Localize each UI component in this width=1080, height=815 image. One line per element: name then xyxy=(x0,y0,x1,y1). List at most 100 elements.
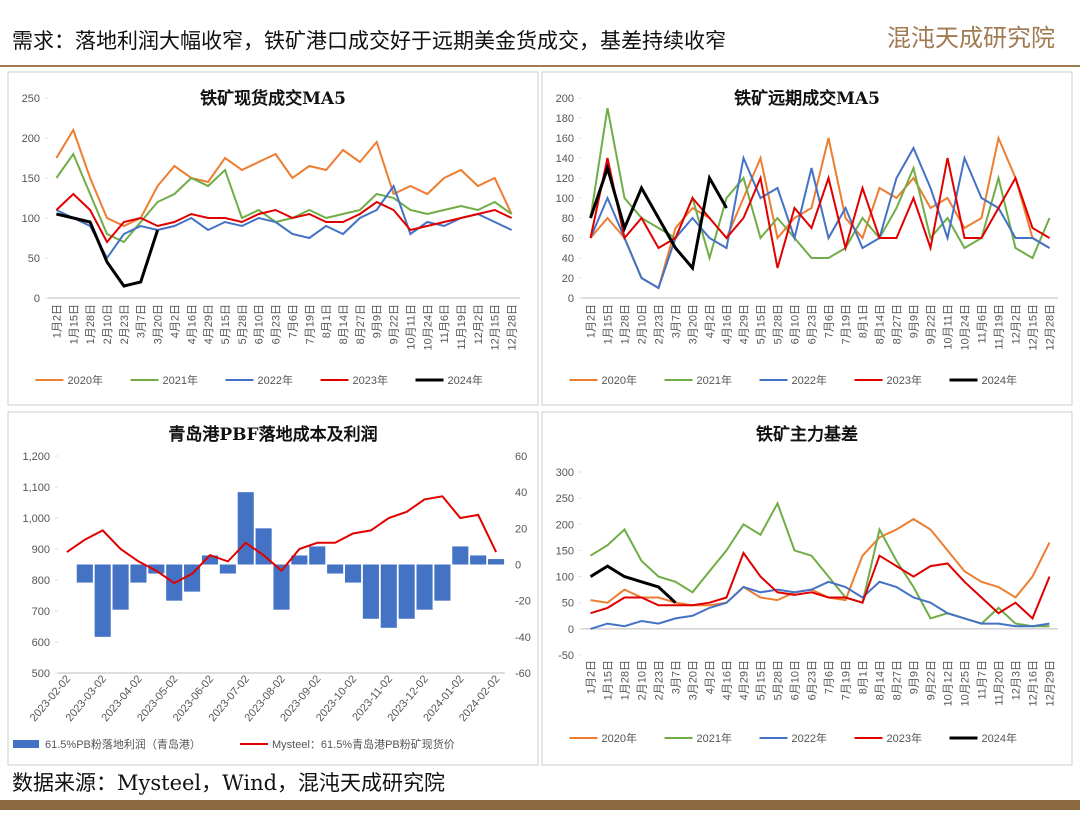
x-tick-label: 12月15日 xyxy=(490,304,502,350)
bar xyxy=(148,564,165,574)
y-tick-label: 200 xyxy=(22,133,40,145)
chart-title: 铁矿现货成交MA5 xyxy=(200,88,346,109)
y-tick-label: 800 xyxy=(32,575,50,587)
x-tick-label: 3月7日 xyxy=(671,304,683,338)
x-tick-label: 4月2日 xyxy=(705,660,717,694)
y-tick-label: 80 xyxy=(562,213,574,225)
legend-label: 2022年 xyxy=(792,731,827,745)
x-tick-label: 12月16日 xyxy=(1028,660,1040,706)
x-tick-label: 9月9日 xyxy=(909,660,921,694)
line-series xyxy=(589,564,677,604)
bar xyxy=(255,528,272,565)
chart-title: 青岛港PBF落地成本及利润 xyxy=(168,424,377,445)
x-tick-label: 1月15日 xyxy=(603,660,615,700)
x-tick-label: 5月28日 xyxy=(237,304,249,344)
x-tick-label: 4月2日 xyxy=(705,304,717,338)
x-tick-label: 6月10日 xyxy=(790,304,802,344)
bar xyxy=(362,564,379,619)
legend-label: 2023年 xyxy=(353,373,388,387)
y-tick-label: -50 xyxy=(558,650,574,662)
x-tick-label: 1月28日 xyxy=(620,304,632,344)
legend-label: 2020年 xyxy=(68,373,103,387)
bar xyxy=(184,564,201,592)
y-tick-label: 60 xyxy=(562,233,574,245)
x-tick-label: 10月24日 xyxy=(960,304,972,350)
x-tick-label: 11月6日 xyxy=(977,304,989,344)
bar xyxy=(309,546,326,565)
panel xyxy=(541,411,1073,766)
panel xyxy=(541,71,1073,406)
x-tick-label: 9月9日 xyxy=(372,304,384,338)
x-tick-label: 7月19日 xyxy=(304,304,316,344)
bar xyxy=(219,564,236,574)
x-tick-label: 10月11日 xyxy=(405,304,417,350)
x-tick-label: 5月28日 xyxy=(773,660,785,700)
line-series xyxy=(55,127,513,228)
x-tick-label: 1月28日 xyxy=(85,304,97,344)
x-tick-label: 2月10日 xyxy=(637,660,649,700)
x-tick-label: 4月29日 xyxy=(739,304,751,344)
x-tick-label: 2月10日 xyxy=(637,304,649,344)
bar xyxy=(434,564,451,601)
x-tick-label: 8月27日 xyxy=(892,304,904,344)
legend-label: 2024年 xyxy=(982,373,1017,387)
legend-label: 2022年 xyxy=(792,373,827,387)
y-tick-label: 40 xyxy=(562,253,574,265)
y-tick-label: 0 xyxy=(568,293,574,305)
y-tick-label: 200 xyxy=(556,519,574,531)
x-tick-label: 6月10日 xyxy=(790,660,802,700)
legend-label: 2023年 xyxy=(887,731,922,745)
x-tick-label: 7月6日 xyxy=(824,304,836,338)
y-tick-label: 160 xyxy=(556,133,574,145)
x-tick-label: 8月27日 xyxy=(892,660,904,700)
x-tick-label: 8月14日 xyxy=(875,304,887,344)
y-tick-label: 700 xyxy=(32,606,50,618)
x-tick-label: 9月22日 xyxy=(389,304,401,344)
bar xyxy=(273,564,290,610)
y-tick-label: 20 xyxy=(562,273,574,285)
y-tick-label: 50 xyxy=(28,253,40,265)
x-tick-label: 8月1日 xyxy=(858,304,870,338)
legend-label: 2021年 xyxy=(697,373,732,387)
x-tick-label: 7月6日 xyxy=(287,304,299,338)
x-tick-label: 6月23日 xyxy=(807,304,819,344)
x-tick-label: 10月24日 xyxy=(422,304,434,350)
x-tick-label: 8月14日 xyxy=(338,304,350,344)
legend-label: 2022年 xyxy=(258,373,293,387)
bar xyxy=(130,564,147,583)
x-tick-label: 9月9日 xyxy=(909,304,921,338)
bar xyxy=(452,546,469,565)
y2-tick-label: 0 xyxy=(515,560,521,572)
x-tick-label: 2月23日 xyxy=(654,660,666,700)
x-tick-label: 10月25日 xyxy=(960,660,972,706)
x-tick-label: 5月15日 xyxy=(756,304,768,344)
line-series xyxy=(589,162,728,272)
y2-tick-label: -20 xyxy=(515,596,531,608)
x-tick-label: 5月15日 xyxy=(220,304,232,344)
x-tick-label: 3月7日 xyxy=(671,660,683,694)
y-tick-label: 500 xyxy=(32,668,50,680)
x-tick-label: 8月27日 xyxy=(355,304,367,344)
x-tick-label: 2月10日 xyxy=(102,304,114,344)
x-tick-label: 1月15日 xyxy=(603,304,615,344)
x-tick-label: 11月6日 xyxy=(439,304,451,344)
x-tick-label: 6月10日 xyxy=(254,304,266,344)
legend-label: 61.5%PB粉落地利润（青岛港） xyxy=(45,737,201,751)
x-tick-label: 3月20日 xyxy=(688,304,700,344)
panel xyxy=(7,411,539,766)
x-tick-label: 3月20日 xyxy=(153,304,165,344)
x-tick-label: 1月15日 xyxy=(68,304,80,344)
x-tick-label: 12月29日 xyxy=(1045,660,1057,706)
legend-label: 2024年 xyxy=(982,731,1017,745)
y-tick-label: 140 xyxy=(556,153,574,165)
bar xyxy=(201,555,219,565)
y-tick-label: 150 xyxy=(22,173,40,185)
x-tick-label: 12月2日 xyxy=(473,304,485,344)
x-tick-label: 9月22日 xyxy=(926,304,938,344)
x-tick-label: 2月23日 xyxy=(654,304,666,344)
x-tick-label: 5月15日 xyxy=(756,660,768,700)
y-tick-label: 50 xyxy=(562,598,574,610)
y-tick-label: 100 xyxy=(556,193,574,205)
x-tick-label: 11月19日 xyxy=(994,304,1006,350)
